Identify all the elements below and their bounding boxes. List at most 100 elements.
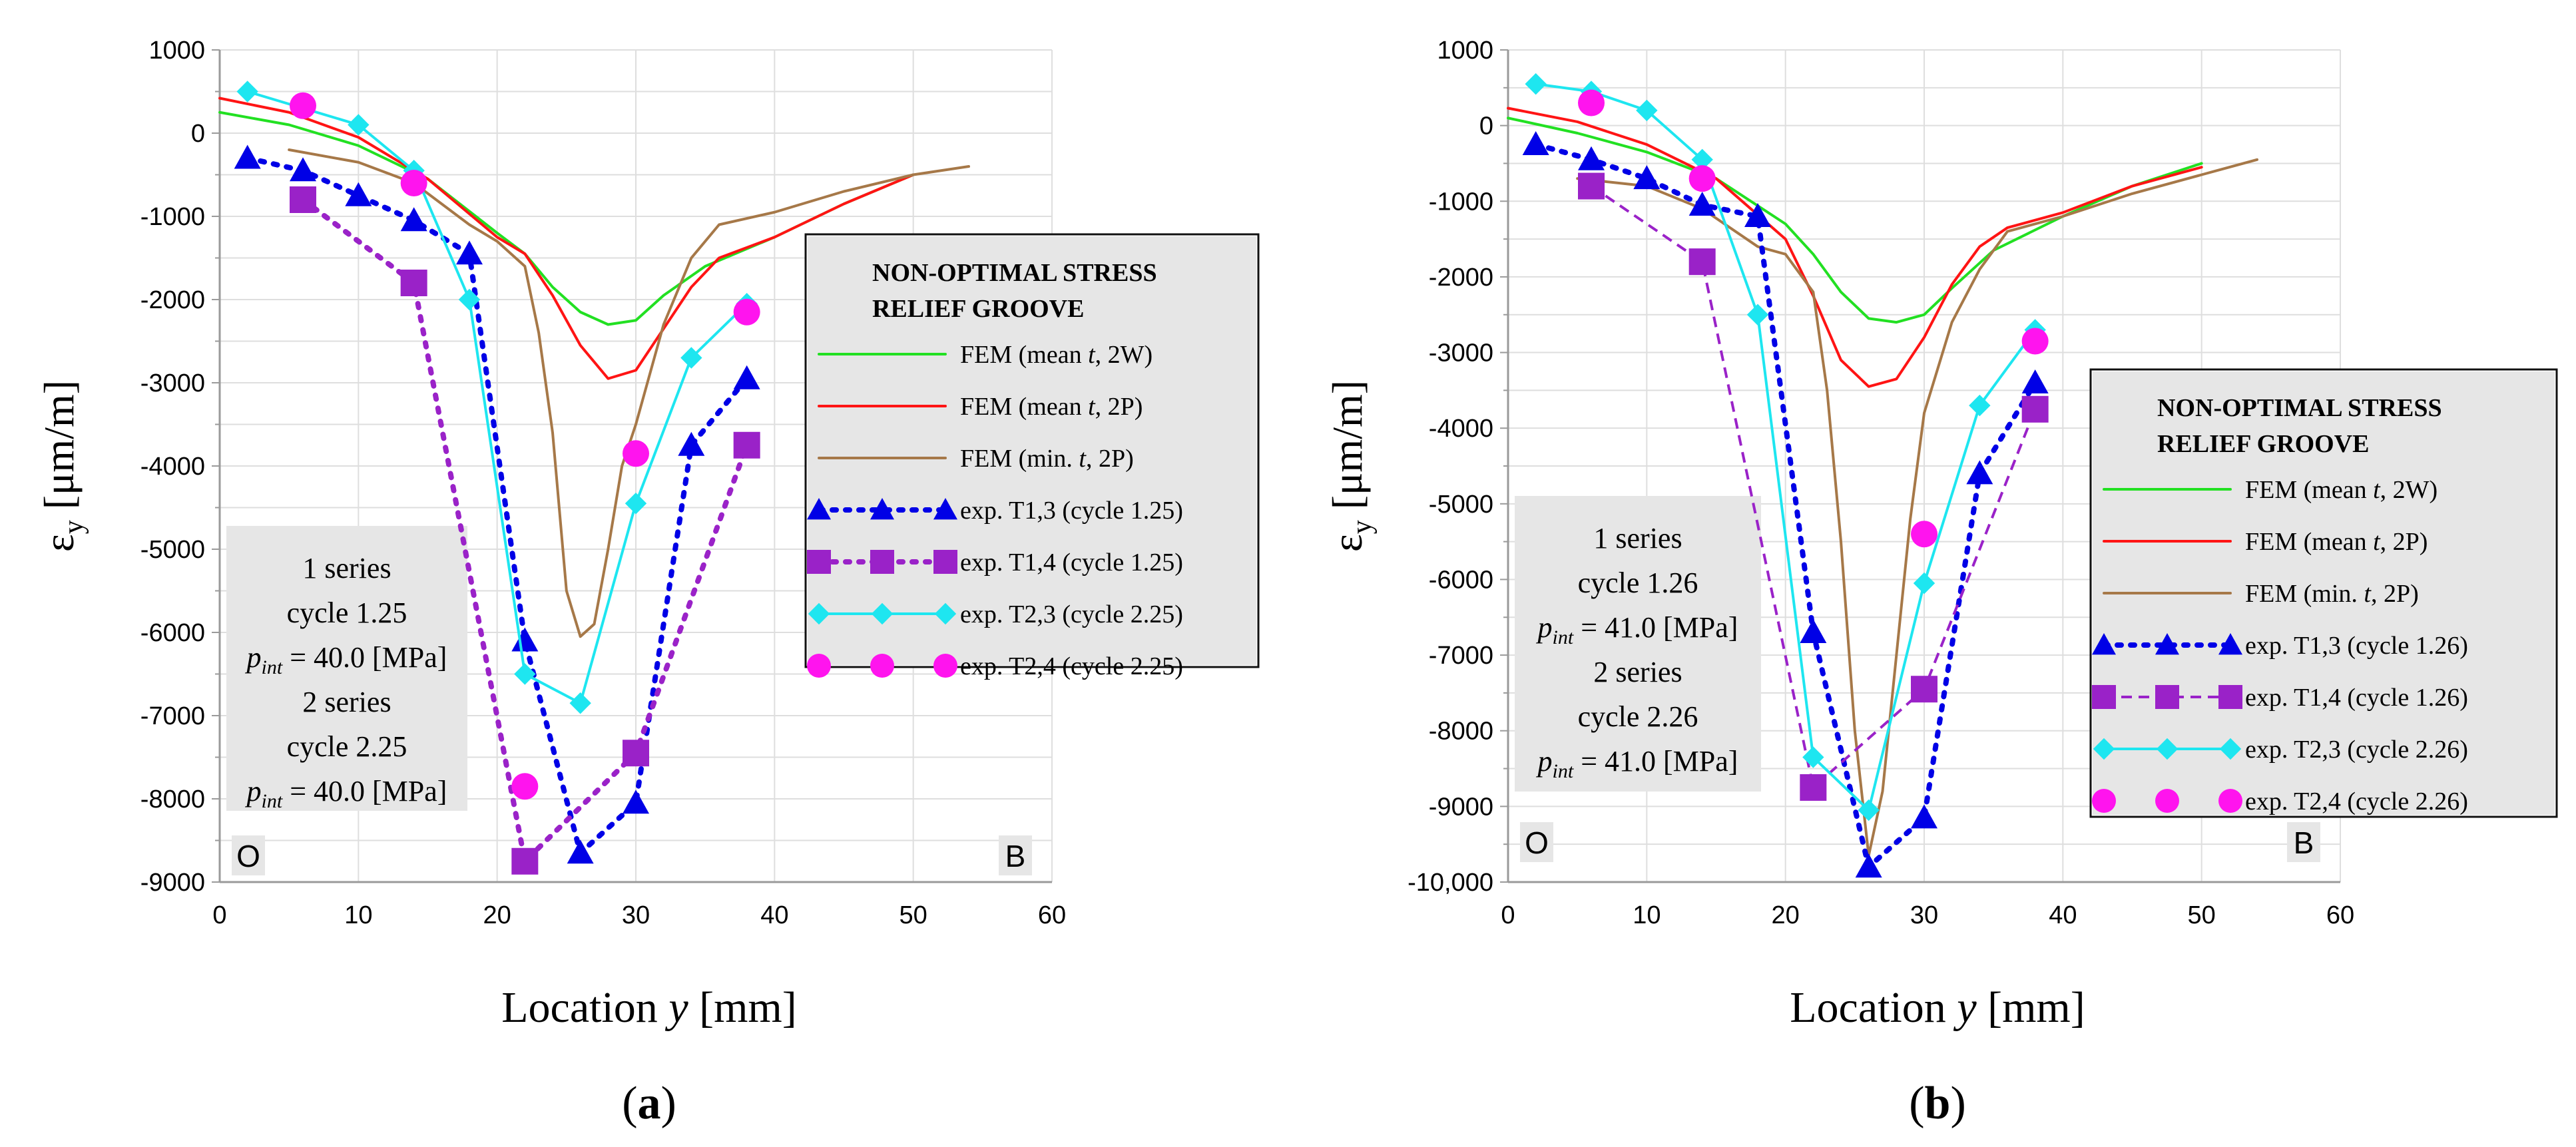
legend-label: exp. T2,3 (cycle 2.26) <box>2245 736 2468 764</box>
chart-panel-a: 1000 0 -1000 -2000 -3000 -4000 -5000 -6000 -7000… <box>35 37 1260 1129</box>
legend-title: NON-OPTIMAL STRESS <box>2157 394 2442 422</box>
data-point <box>1633 165 1661 190</box>
data-point <box>400 207 427 232</box>
data-point <box>623 790 649 814</box>
x-tick-label: 20 <box>483 901 511 929</box>
corner-label-left: O <box>1525 825 1549 860</box>
legend-marker <box>807 498 831 520</box>
legend-marker <box>870 550 894 574</box>
data-point <box>1522 131 1549 156</box>
legend-marker <box>2092 789 2116 813</box>
legend-marker <box>2155 633 2179 655</box>
y-axis-label: εy [μm/m] <box>1324 380 1378 552</box>
data-point <box>290 157 316 182</box>
data-point <box>623 740 649 767</box>
y-tick-label: -1000 <box>140 203 205 231</box>
info-box-line: pint = 40.0 [MPa] <box>245 775 447 812</box>
data-point <box>511 847 539 875</box>
series-1 <box>1507 116 2203 324</box>
legend-label: exp. T1,4 (cycle 1.25) <box>960 549 1183 576</box>
data-point <box>623 440 649 467</box>
y-tick-label: -5000 <box>140 536 205 564</box>
chart-panel-b: 1000 0 -1000 -2000 -3000 -4000 -5000 -6000 -7000… <box>1288 0 2576 1147</box>
data-point <box>236 81 258 103</box>
legend-label-text: FEM (mean <box>960 393 1088 421</box>
data-point <box>400 270 427 296</box>
legend-label-text: exp. T2,3 (cycle 2.26) <box>2245 736 2468 764</box>
panel-label: (b) <box>1909 1078 1966 1129</box>
y-tick-label: -7000 <box>140 702 205 730</box>
series-line <box>1507 116 2203 324</box>
legend-title: NON-OPTIMAL STRESS <box>872 259 1157 287</box>
series-2 <box>218 97 915 380</box>
data-point <box>511 773 539 800</box>
legend-marker <box>933 550 957 574</box>
data-point <box>1800 619 1827 643</box>
x-tick-label: 50 <box>900 901 927 929</box>
data-point <box>1578 172 1605 200</box>
y-tick-label: 1000 <box>1437 37 1493 65</box>
pressure-subscript: int <box>262 790 283 812</box>
y-tick-label: 0 <box>191 120 205 148</box>
legend-label: FEM (mean t, 2P) <box>960 393 1143 421</box>
legend-label-text: FEM (mean <box>960 341 1088 369</box>
x-tick-label: 0 <box>212 901 226 929</box>
y-axis-symbol: ε <box>35 534 83 552</box>
x-axis-prefix: Location <box>501 983 668 1032</box>
data-point <box>1636 99 1658 122</box>
x-axis-suffix: [mm] <box>688 983 797 1032</box>
legend-marker <box>2218 685 2242 709</box>
legend-label-var: t <box>1079 445 1087 473</box>
x-tick-label: 60 <box>2326 901 2354 929</box>
x-tick-label: 50 <box>2188 901 2216 929</box>
data-point <box>1688 248 1716 276</box>
legend-label-var: t <box>2373 476 2381 504</box>
legend-label: exp. T1,3 (cycle 1.26) <box>2245 632 2468 660</box>
pressure-subscript: int <box>1553 626 1574 648</box>
y-tick-label: -3000 <box>140 369 205 397</box>
panel-label: (a) <box>622 1078 676 1129</box>
x-axis-suffix: [mm] <box>1977 983 2085 1032</box>
series-line <box>300 197 750 864</box>
data-point <box>1800 774 1827 801</box>
data-point <box>1966 460 1993 485</box>
data-point <box>2021 395 2049 423</box>
data-point <box>514 663 536 685</box>
legend-label: FEM (min. t, 2P) <box>2245 580 2419 608</box>
y-axis-symbol: ε <box>1324 534 1371 552</box>
info-box-line: 2 series <box>1593 656 1682 688</box>
panel-label-letter: a <box>638 1078 661 1129</box>
pressure-symbol: p <box>1536 611 1553 644</box>
panel-label-close: ) <box>661 1078 676 1129</box>
pressure-subscript: int <box>262 656 283 678</box>
info-box-line: pint = 40.0 [MPa] <box>245 641 447 678</box>
legend-marker <box>870 654 894 678</box>
info-box <box>1515 496 1761 792</box>
data-point <box>1578 146 1605 170</box>
x-tick-label: 0 <box>1501 901 1515 929</box>
y-tick-label: -10,000 <box>1408 869 1493 897</box>
data-point <box>1802 746 1824 768</box>
y-tick-label: -3000 <box>1429 340 1493 367</box>
legend-marker <box>807 550 831 574</box>
series-line <box>218 97 915 380</box>
y-tick-label: -6000 <box>1429 566 1493 594</box>
series-3 <box>1576 158 2258 857</box>
info-box-line: cycle 2.26 <box>1578 700 1698 733</box>
info-box-line: pint = 41.0 [MPa] <box>1536 611 1738 648</box>
y-axis-subscript: y <box>59 520 89 534</box>
legend-label-text: , 2P) <box>1086 445 1134 473</box>
y-tick-label: -8000 <box>1429 718 1493 746</box>
y-tick-label: -7000 <box>1429 642 1493 670</box>
chart-b: 1000 0 -1000 -2000 -3000 -4000 -5000 -6000 -7000… <box>1324 37 2558 1129</box>
data-point <box>678 431 705 456</box>
data-point <box>290 92 316 119</box>
x-tick-label: 60 <box>1038 901 1066 929</box>
series-line <box>244 155 750 856</box>
legend-marker <box>2092 685 2116 709</box>
info-box-line: 1 series <box>302 552 391 584</box>
data-point <box>1688 165 1716 192</box>
corner-label-right: B <box>1005 839 1026 873</box>
data-point <box>1855 853 1882 878</box>
legend-label-text: , 2W) <box>1095 341 1153 369</box>
